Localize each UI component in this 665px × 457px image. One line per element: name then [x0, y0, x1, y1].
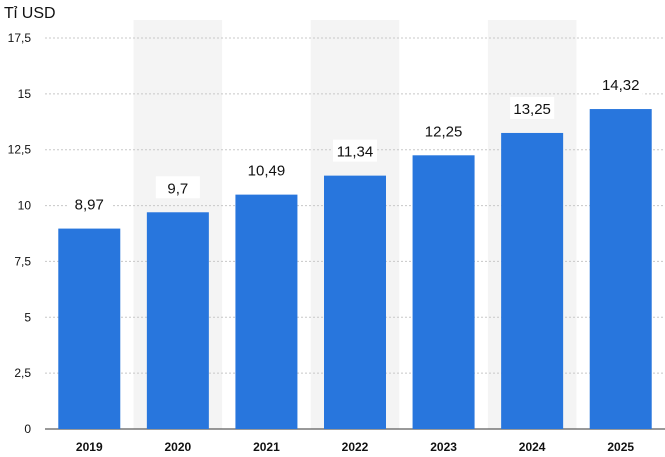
data-label: 12,25 — [425, 123, 463, 140]
y-tick-label: 12,5 — [8, 143, 32, 157]
x-tick-label: 2021 — [253, 440, 280, 454]
data-label: 8,97 — [75, 197, 104, 214]
bar-2025[interactable] — [589, 109, 652, 429]
bar-2023[interactable] — [412, 155, 475, 430]
x-tick-label: 2019 — [76, 440, 103, 454]
data-label-background — [510, 96, 555, 119]
y-tick-label: 10 — [18, 199, 32, 213]
data-label-background — [421, 119, 466, 142]
x-tick-label: 2020 — [165, 440, 192, 454]
data-label-background — [333, 139, 377, 162]
y-tick-label: 15 — [18, 87, 32, 101]
x-axis-ticks: 2019 2020 2021 2022 2023 2024 2025 — [76, 440, 634, 454]
bar-2021[interactable] — [235, 194, 298, 429]
data-label-background — [67, 192, 112, 215]
x-tick-label: 2024 — [519, 440, 546, 454]
data-label-background — [244, 158, 289, 181]
bar-2020[interactable] — [146, 212, 209, 429]
data-label: 9,7 — [167, 180, 188, 197]
y-axis-ticks: 0 2,5 5 7,5 10 12,5 15 17,5 — [8, 31, 32, 436]
bar-2024[interactable] — [501, 132, 564, 429]
y-unit-label: Tỉ USD — [4, 5, 56, 22]
bar-2019[interactable] — [58, 228, 121, 429]
y-tick-label: 2,5 — [14, 366, 31, 380]
x-tick-label: 2023 — [430, 440, 457, 454]
y-tick-label: 5 — [24, 310, 31, 324]
data-label: 14,32 — [602, 77, 640, 94]
data-label-background — [155, 176, 200, 199]
data-labels: 8,97 9,7 10,49 11,34 12,25 13,25 14,32 — [67, 73, 643, 215]
data-label: 13,25 — [513, 101, 551, 118]
x-tick-label: 2022 — [342, 440, 369, 454]
bar-2022[interactable] — [324, 175, 386, 429]
x-tick-label: 2025 — [607, 440, 634, 454]
y-tick-label: 7,5 — [14, 254, 31, 268]
y-tick-label: 17,5 — [8, 31, 32, 45]
y-tick-label: 0 — [24, 422, 31, 436]
bars — [58, 109, 652, 430]
data-label: 10,49 — [248, 163, 286, 180]
data-label-background — [598, 73, 643, 96]
data-label: 11,34 — [337, 144, 373, 161]
